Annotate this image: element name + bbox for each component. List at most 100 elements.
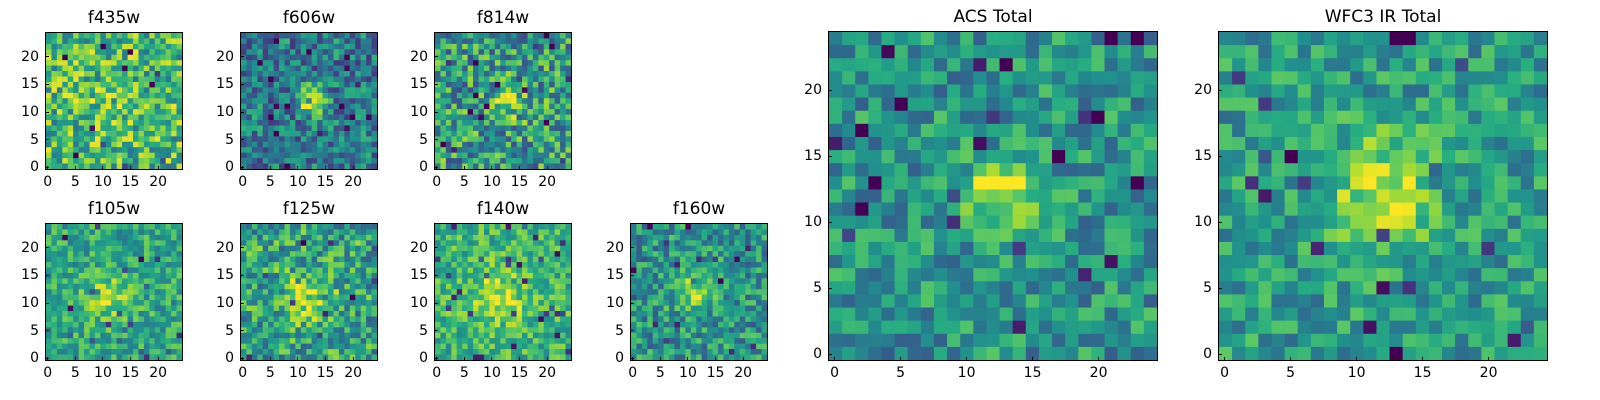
pixel — [1143, 202, 1157, 216]
pixel — [920, 123, 935, 138]
pixel — [67, 294, 74, 301]
pixel — [322, 65, 329, 72]
pixel — [829, 189, 843, 203]
pixel — [73, 240, 79, 246]
pixel — [171, 278, 177, 284]
pixel — [344, 349, 350, 355]
pixel — [322, 245, 329, 252]
pixel — [440, 272, 446, 279]
pixel — [739, 229, 746, 235]
pixel — [1038, 97, 1053, 111]
pixel — [246, 65, 252, 72]
pixel — [462, 158, 468, 164]
pixel — [522, 76, 528, 83]
pixel — [306, 327, 312, 333]
pixel — [176, 240, 182, 246]
pixel — [116, 54, 123, 61]
pixel — [371, 152, 377, 159]
pixel — [761, 354, 767, 360]
pixel — [94, 251, 101, 257]
pixel — [84, 262, 90, 268]
pixel — [445, 240, 452, 246]
pixel — [62, 224, 68, 230]
pixel — [284, 163, 291, 169]
pixel — [328, 98, 334, 104]
pixel — [462, 305, 468, 312]
pixel — [73, 283, 79, 290]
pixel — [317, 272, 323, 279]
pixel — [333, 81, 340, 88]
pixel — [478, 278, 485, 284]
pixel — [133, 272, 139, 279]
pixel — [138, 278, 145, 284]
pixel — [100, 349, 106, 355]
pixel — [338, 54, 345, 61]
pixel — [712, 272, 719, 279]
pixel — [973, 97, 987, 111]
pixel — [707, 256, 713, 263]
pixel — [311, 38, 318, 44]
pixel — [855, 202, 869, 216]
pixel — [262, 87, 269, 93]
pixel — [116, 256, 123, 263]
pixel — [138, 136, 145, 142]
pixel — [366, 120, 372, 126]
pixel — [105, 245, 112, 252]
pixel — [947, 215, 961, 230]
pixel — [133, 311, 139, 317]
pixel — [46, 256, 52, 263]
pixel — [73, 147, 79, 153]
pixel — [273, 120, 280, 126]
pixel — [360, 103, 367, 110]
pixel — [560, 147, 566, 153]
pixel — [257, 311, 263, 317]
x-tick-label: 15 — [316, 365, 335, 381]
pixel — [295, 262, 301, 268]
pixel — [289, 109, 296, 115]
pixel — [284, 43, 291, 50]
pixel — [355, 327, 361, 333]
pixel — [138, 81, 145, 88]
y-tick-label: 10 — [410, 104, 428, 121]
pixel — [116, 158, 123, 164]
pixel — [105, 109, 112, 115]
pixel — [171, 267, 177, 274]
pixel — [451, 33, 457, 39]
pixel — [262, 130, 269, 137]
pixel — [960, 202, 974, 216]
panel-f160w: f160w 0 5 10 15 20 0 5 10 15 20 — [606, 199, 768, 380]
pixel — [652, 245, 659, 252]
pixel — [728, 289, 735, 295]
pixel — [511, 272, 517, 279]
pixel — [473, 289, 479, 295]
x-tick-mark — [436, 166, 438, 170]
pixel — [355, 311, 361, 317]
pixel — [500, 294, 506, 301]
pixel — [739, 338, 746, 344]
pixel — [100, 289, 106, 295]
pixel — [456, 272, 463, 279]
pixel — [366, 256, 372, 263]
pixel — [489, 130, 495, 137]
pixel — [371, 251, 377, 257]
pixel — [268, 109, 274, 115]
pixel — [94, 98, 101, 104]
pixel — [241, 33, 247, 39]
pixel — [440, 262, 446, 268]
pixel — [311, 158, 318, 164]
pixel — [349, 125, 356, 132]
pixel — [505, 71, 512, 77]
pixel — [647, 283, 653, 290]
pixel — [647, 224, 653, 230]
pixel — [160, 294, 166, 301]
pixel — [322, 251, 329, 257]
pixel — [165, 60, 172, 66]
pixel — [1065, 123, 1079, 138]
pixel — [349, 316, 356, 323]
pixel — [451, 283, 457, 290]
pixel — [171, 54, 177, 61]
pixel — [127, 300, 134, 306]
pixel — [355, 267, 361, 274]
pixel — [511, 109, 517, 115]
pixel — [116, 130, 123, 137]
